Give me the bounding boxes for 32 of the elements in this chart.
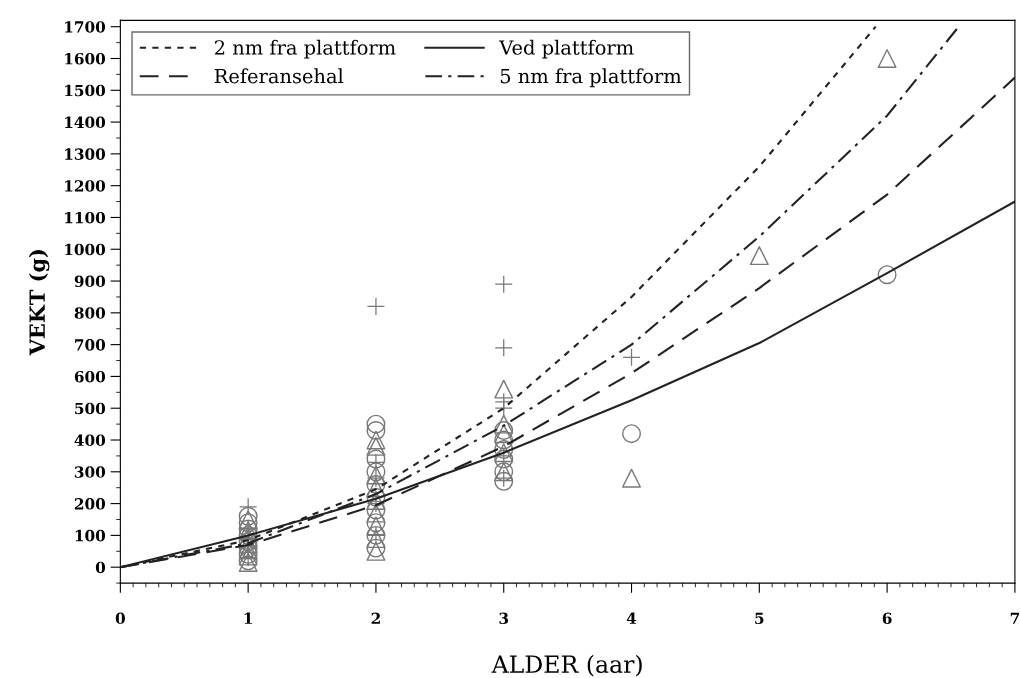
y-tick-label: 1200 (65, 180, 106, 192)
y-tick-label: 1700 (65, 21, 106, 33)
x-axis-title: ALDER (aar) (491, 654, 642, 677)
legend-label: 2 nm fra plattform (215, 39, 396, 59)
legend-label: Ved plattform (499, 39, 634, 59)
y-tick-label: 1100 (65, 211, 106, 224)
x-tick-label: 2 (371, 612, 380, 624)
y-tick-label: 1500 (65, 84, 106, 97)
x-tick-label: 4 (626, 612, 637, 624)
y-axis-title: VEKT (g) (28, 250, 50, 356)
y-tick-label: 1300 (65, 148, 106, 160)
y-tick-label: 100 (75, 529, 106, 542)
y-tick-label: 900 (74, 275, 106, 288)
y-tick-label: 600 (74, 370, 106, 383)
y-tick-label: 1600 (65, 52, 106, 65)
y-tick-label: 0 (95, 561, 106, 574)
x-tick-label: 3 (499, 612, 509, 625)
y-tick-label: 700 (75, 339, 106, 351)
y-tick-label: 300 (74, 466, 106, 478)
y-tick-label: 200 (74, 498, 106, 510)
legend-label: 5 nm fra plattform (500, 68, 682, 88)
y-tick-label: 400 (74, 434, 106, 447)
y-tick-label: 1400 (65, 116, 106, 129)
y-tick-label: 500 (75, 402, 106, 415)
y-tick-label: 1000 (65, 243, 106, 256)
x-tick-label: 6 (882, 612, 892, 625)
x-tick-label: 1 (244, 612, 252, 624)
x-tick-label: 7 (1010, 612, 1019, 624)
x-tick-label: 5 (755, 612, 764, 625)
y-tick-label: 800 (74, 307, 106, 319)
x-tick-label: 0 (115, 612, 125, 625)
legend-label: Referansehal (214, 68, 344, 84)
